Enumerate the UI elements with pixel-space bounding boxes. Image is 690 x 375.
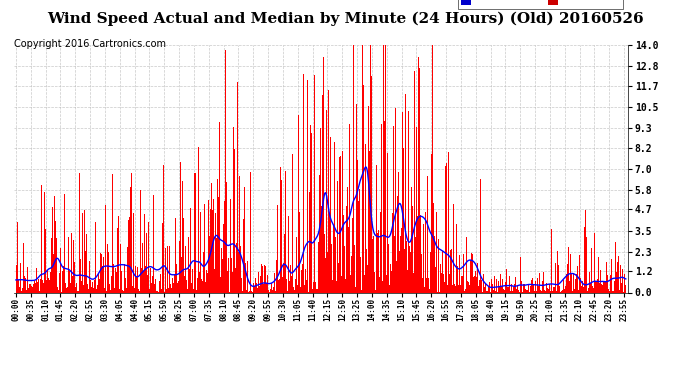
Text: Wind Speed Actual and Median by Minute (24 Hours) (Old) 20160526: Wind Speed Actual and Median by Minute (…: [47, 11, 643, 26]
Legend: Median (mph), Wind (mph): Median (mph), Wind (mph): [457, 0, 623, 9]
Text: Copyright 2016 Cartronics.com: Copyright 2016 Cartronics.com: [14, 39, 166, 50]
